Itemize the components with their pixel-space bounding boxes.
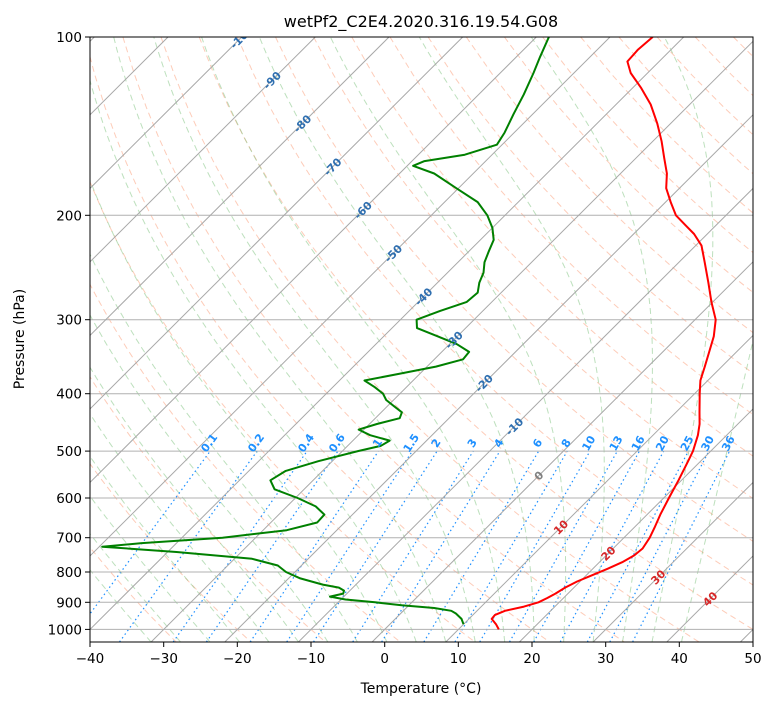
y-tick-label: 1000	[48, 622, 82, 638]
x-tick-label: −40	[76, 651, 105, 667]
y-tick-label: 700	[56, 531, 82, 547]
y-tick-label: 200	[56, 208, 82, 224]
x-tick-label: −20	[223, 651, 252, 667]
y-tick-label: 600	[56, 491, 82, 507]
x-tick-label: −10	[297, 651, 326, 667]
x-tick-label: 10	[450, 651, 467, 667]
x-tick-label: 30	[597, 651, 614, 667]
y-tick-label: 400	[56, 387, 82, 403]
x-tick-label: 0	[380, 651, 389, 667]
x-axis-label: Temperature (°C)	[360, 681, 482, 697]
y-tick-label: 500	[56, 444, 82, 460]
y-tick-label: 100	[56, 30, 82, 46]
x-tick-label: 40	[671, 651, 688, 667]
y-tick-label: 300	[56, 313, 82, 329]
x-tick-label: 20	[523, 651, 540, 667]
y-tick-label: 900	[56, 595, 82, 611]
x-tick-label: 50	[744, 651, 761, 667]
y-axis-label: Pressure (hPa)	[12, 289, 28, 389]
chart-title: wetPf2_C2E4.2020.316.19.54.G08	[284, 12, 558, 32]
x-tick-label: −30	[149, 651, 178, 667]
y-tick-label: 800	[56, 565, 82, 581]
